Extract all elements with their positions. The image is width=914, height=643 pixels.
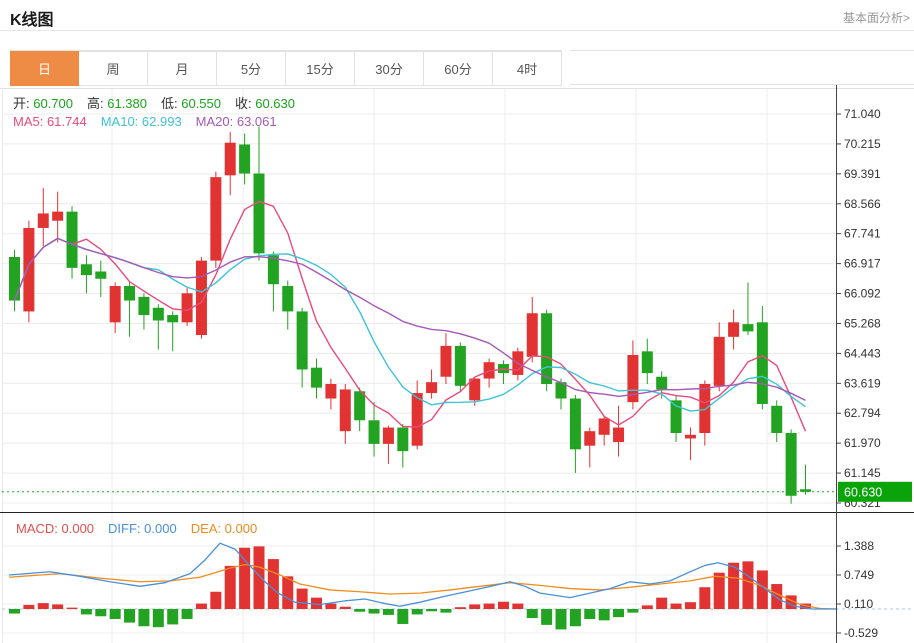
- readout-pair: MA10: 62.993: [100, 114, 182, 129]
- macd-readout: MACD: 0.000 DIFF: 0.000 DEA: 0.000: [16, 521, 271, 536]
- axis-tick-label: 62.794: [844, 406, 881, 420]
- tab-5分[interactable]: 5分: [217, 51, 286, 86]
- readout-pair: 高: 61.380: [87, 96, 147, 111]
- axis-tick-label: 0.110: [844, 597, 873, 611]
- tab-4时[interactable]: 4时: [493, 51, 562, 86]
- page-title: K线图: [10, 12, 54, 29]
- last-price-badge: [838, 481, 912, 502]
- readout-pair: MA5: 61.744: [13, 114, 87, 129]
- axis-tick-label: 61.970: [844, 436, 881, 450]
- tab-月[interactable]: 月: [148, 51, 217, 86]
- ohlc-readout: 开: 60.700 高: 61.380 低: 60.550 收: 60.630: [13, 93, 309, 112]
- readout-pair: DIFF: 0.000: [108, 521, 177, 536]
- tab-日[interactable]: 日: [10, 51, 79, 86]
- axis-tick-label: 1.388: [844, 539, 874, 553]
- readout-pair: 开: 60.700: [13, 96, 73, 111]
- axis-tick-label: 65.268: [844, 316, 881, 330]
- period-tabs: 日周月 5分 15分 30分 60分 4时: [10, 50, 562, 87]
- readout-pair: MA20: 63.061: [195, 114, 277, 129]
- axis-tick-label: 66.917: [844, 257, 881, 271]
- axis-tick-label: 67.741: [844, 227, 881, 241]
- tab-15分[interactable]: 15分: [286, 51, 355, 86]
- last-price-value: 60.630: [844, 485, 882, 499]
- tab-周[interactable]: 周: [79, 51, 148, 86]
- readout-pair: MACD: 0.000: [16, 521, 95, 536]
- fundamental-analysis-link[interactable]: 基本面分析>: [842, 11, 910, 25]
- axis-tick-label: 70.215: [844, 137, 881, 151]
- axis-tick-label: -0.529: [844, 626, 878, 640]
- axis-tick-label: 66.092: [844, 287, 881, 301]
- axis-tick-label: 71.040: [844, 107, 881, 121]
- tab-strip-tail: [570, 50, 914, 85]
- axis-tick-label: 0.749: [844, 568, 874, 582]
- axis-tick-label: 69.391: [844, 167, 881, 181]
- title-divider: [0, 30, 914, 31]
- tab-30分[interactable]: 30分: [355, 51, 424, 86]
- readout-pair: 收: 60.630: [235, 96, 295, 111]
- ma-readout: MA5: 61.744 MA10: 62.993 MA20: 63.061: [13, 114, 291, 129]
- readout-pair: DEA: 0.000: [190, 521, 258, 536]
- axis-tick-label: 61.145: [844, 466, 881, 480]
- axis-tick-label: 63.619: [844, 376, 881, 390]
- axis-tick-label: 68.566: [844, 197, 881, 211]
- axis-tick-label: 64.443: [844, 346, 881, 360]
- tab-60分[interactable]: 60分: [424, 51, 493, 86]
- readout-pair: 低: 60.550: [161, 96, 221, 111]
